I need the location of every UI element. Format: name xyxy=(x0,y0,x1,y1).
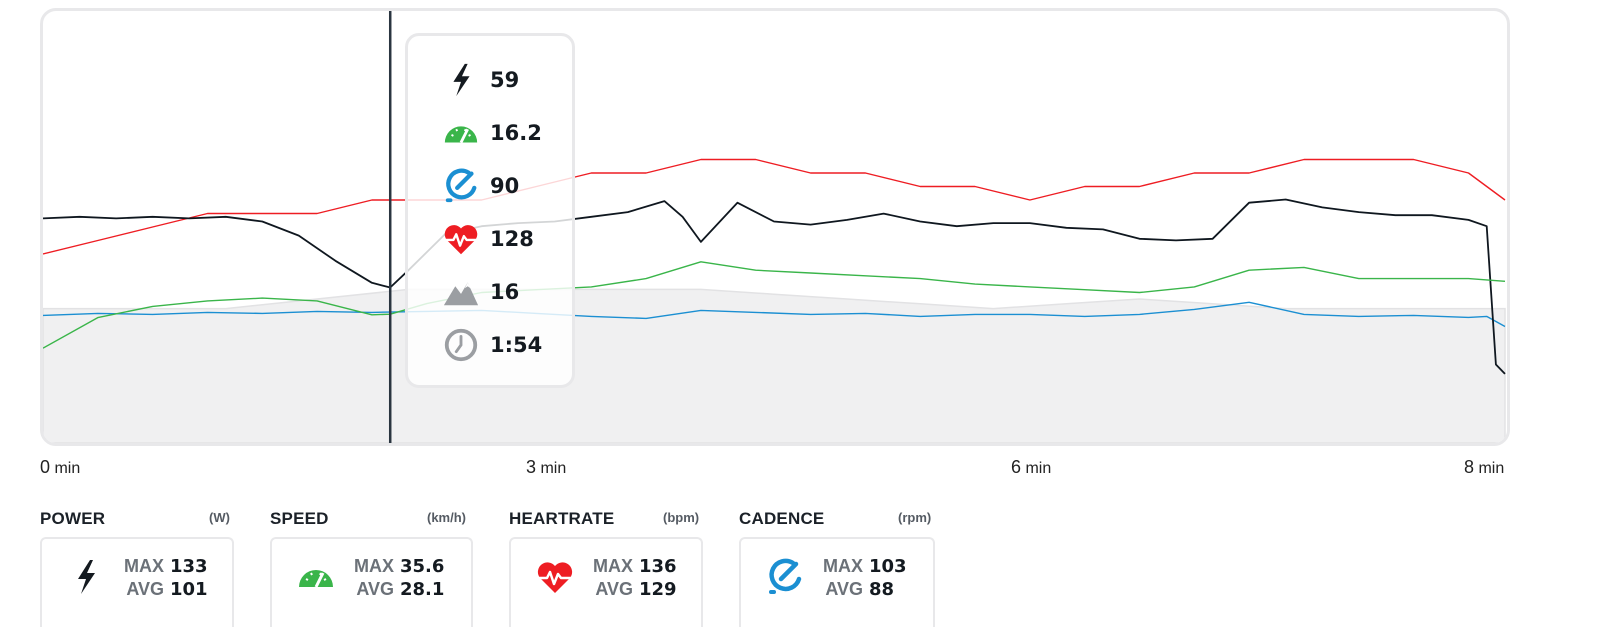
x-tick-3: 3 min xyxy=(526,457,567,477)
speedometer-icon xyxy=(299,570,333,588)
heartrate-line xyxy=(43,158,1506,255)
tooltip-speed-value: 16.2 xyxy=(490,121,542,145)
speed-avg: AVG 28.1 xyxy=(356,579,445,600)
speed-stat-title: SPEED xyxy=(270,509,329,528)
mountain-icon xyxy=(443,282,479,306)
tooltip-time: 1:54 xyxy=(442,325,542,365)
bolt-icon xyxy=(78,560,95,594)
cadence-stat-card: MAX 103 AVG 88 xyxy=(739,537,935,627)
ride-chart[interactable] xyxy=(40,8,1510,446)
x-tick-0: 0 min xyxy=(40,457,81,477)
tooltip-cadence: 90 xyxy=(442,166,519,206)
heart-pulse-icon xyxy=(444,225,478,255)
tooltip-heartrate: 128 xyxy=(442,219,534,259)
clock-icon xyxy=(444,328,478,362)
hover-tooltip: 59 16.2 90 128 16 1:54 xyxy=(405,33,575,388)
tooltip-power-value: 59 xyxy=(490,68,520,92)
heartrate-stat-unit: (bpm) xyxy=(663,510,700,525)
speed-stat-card: MAX 35.6 AVG 28.1 xyxy=(270,537,473,627)
cadence-stat-unit: (rpm) xyxy=(898,510,932,525)
cadence-max: MAX 103 xyxy=(823,556,907,577)
cadence-stat-title: CADENCE xyxy=(739,509,825,528)
tooltip-cadence-value: 90 xyxy=(490,174,520,198)
tooltip-elevation-value: 16 xyxy=(490,280,520,304)
chart-plot[interactable] xyxy=(43,11,1507,443)
power-avg: AVG 101 xyxy=(126,579,208,600)
heartrate-stat-card: MAX 136 AVG 129 xyxy=(509,537,703,627)
tooltip-power: 59 xyxy=(442,60,519,100)
power-line xyxy=(43,198,1506,375)
heartrate-max: MAX 136 xyxy=(593,556,677,577)
x-tick-8: 8 min xyxy=(1464,457,1505,477)
heartrate-avg: AVG 129 xyxy=(595,579,677,600)
cadence-line xyxy=(43,301,1506,328)
tooltip-elevation: 16 xyxy=(442,272,519,312)
tooltip-speed: 16.2 xyxy=(442,113,542,153)
tooltip-heartrate-value: 128 xyxy=(490,227,534,251)
speed-max: MAX 35.6 xyxy=(354,556,445,577)
speed-stat-unit: (km/h) xyxy=(427,510,466,525)
cadence-avg: AVG 88 xyxy=(825,579,895,600)
x-tick-6: 6 min xyxy=(1011,457,1052,477)
cadence-icon xyxy=(445,168,477,203)
speed-line xyxy=(43,261,1506,349)
power-stat-title: POWER xyxy=(40,509,106,528)
tooltip-time-value: 1:54 xyxy=(490,333,543,357)
speedometer-icon xyxy=(444,126,478,144)
power-max: MAX 133 xyxy=(124,556,208,577)
heart-pulse-icon xyxy=(537,562,573,593)
heartrate-stat-title: HEARTRATE xyxy=(509,509,615,528)
power-stat-card: MAX 133 AVG 101 xyxy=(40,537,234,627)
power-stat-unit: (W) xyxy=(209,510,230,525)
cadence-icon xyxy=(769,558,802,594)
bolt-icon xyxy=(453,63,470,97)
